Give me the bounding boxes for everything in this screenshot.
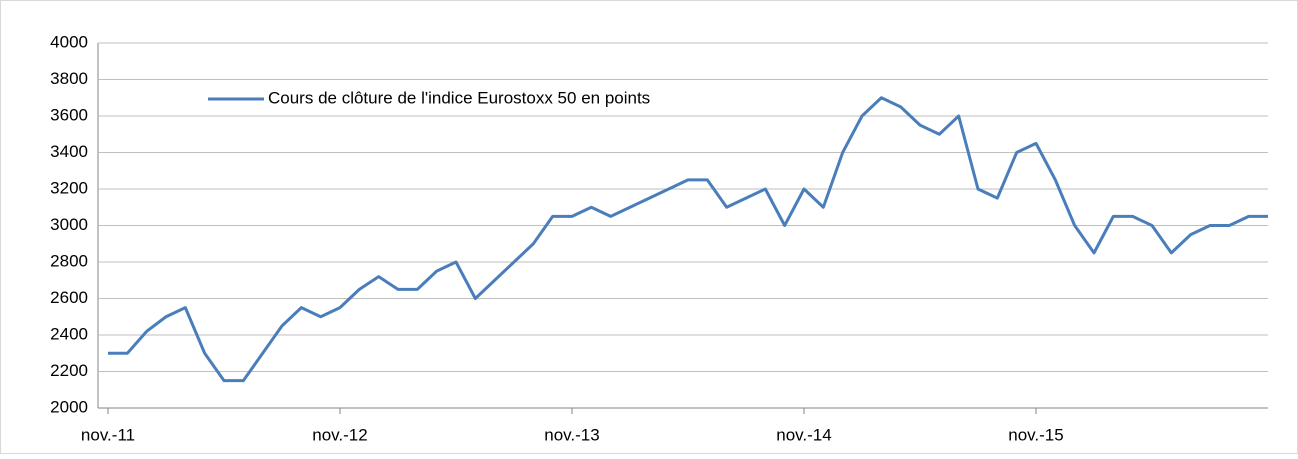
y-tick-label: 2000 (50, 397, 88, 416)
y-tick-label: 2400 (50, 324, 88, 343)
y-tick-label: 2800 (50, 251, 88, 270)
y-tick-label: 2600 (50, 288, 88, 307)
x-tick-label: nov.-14 (776, 425, 831, 444)
x-tick-label: nov.-12 (312, 425, 367, 444)
x-tick-label: nov.-13 (544, 425, 599, 444)
y-tick-label: 3400 (50, 142, 88, 161)
series-line (108, 96, 1268, 383)
y-tick-label: 2200 (50, 361, 88, 380)
legend-label: Cours de clôture de l'indice Eurostoxx 5… (268, 88, 650, 107)
x-tick-label: nov.-11 (81, 425, 135, 444)
y-tick-label: 3600 (50, 105, 88, 124)
x-tick-label: nov.-15 (1008, 425, 1063, 444)
y-tick-label: 4000 (50, 32, 88, 51)
y-tick-label: 3200 (50, 178, 88, 197)
y-tick-label: 3800 (50, 69, 88, 88)
y-tick-label: 3000 (50, 215, 88, 234)
